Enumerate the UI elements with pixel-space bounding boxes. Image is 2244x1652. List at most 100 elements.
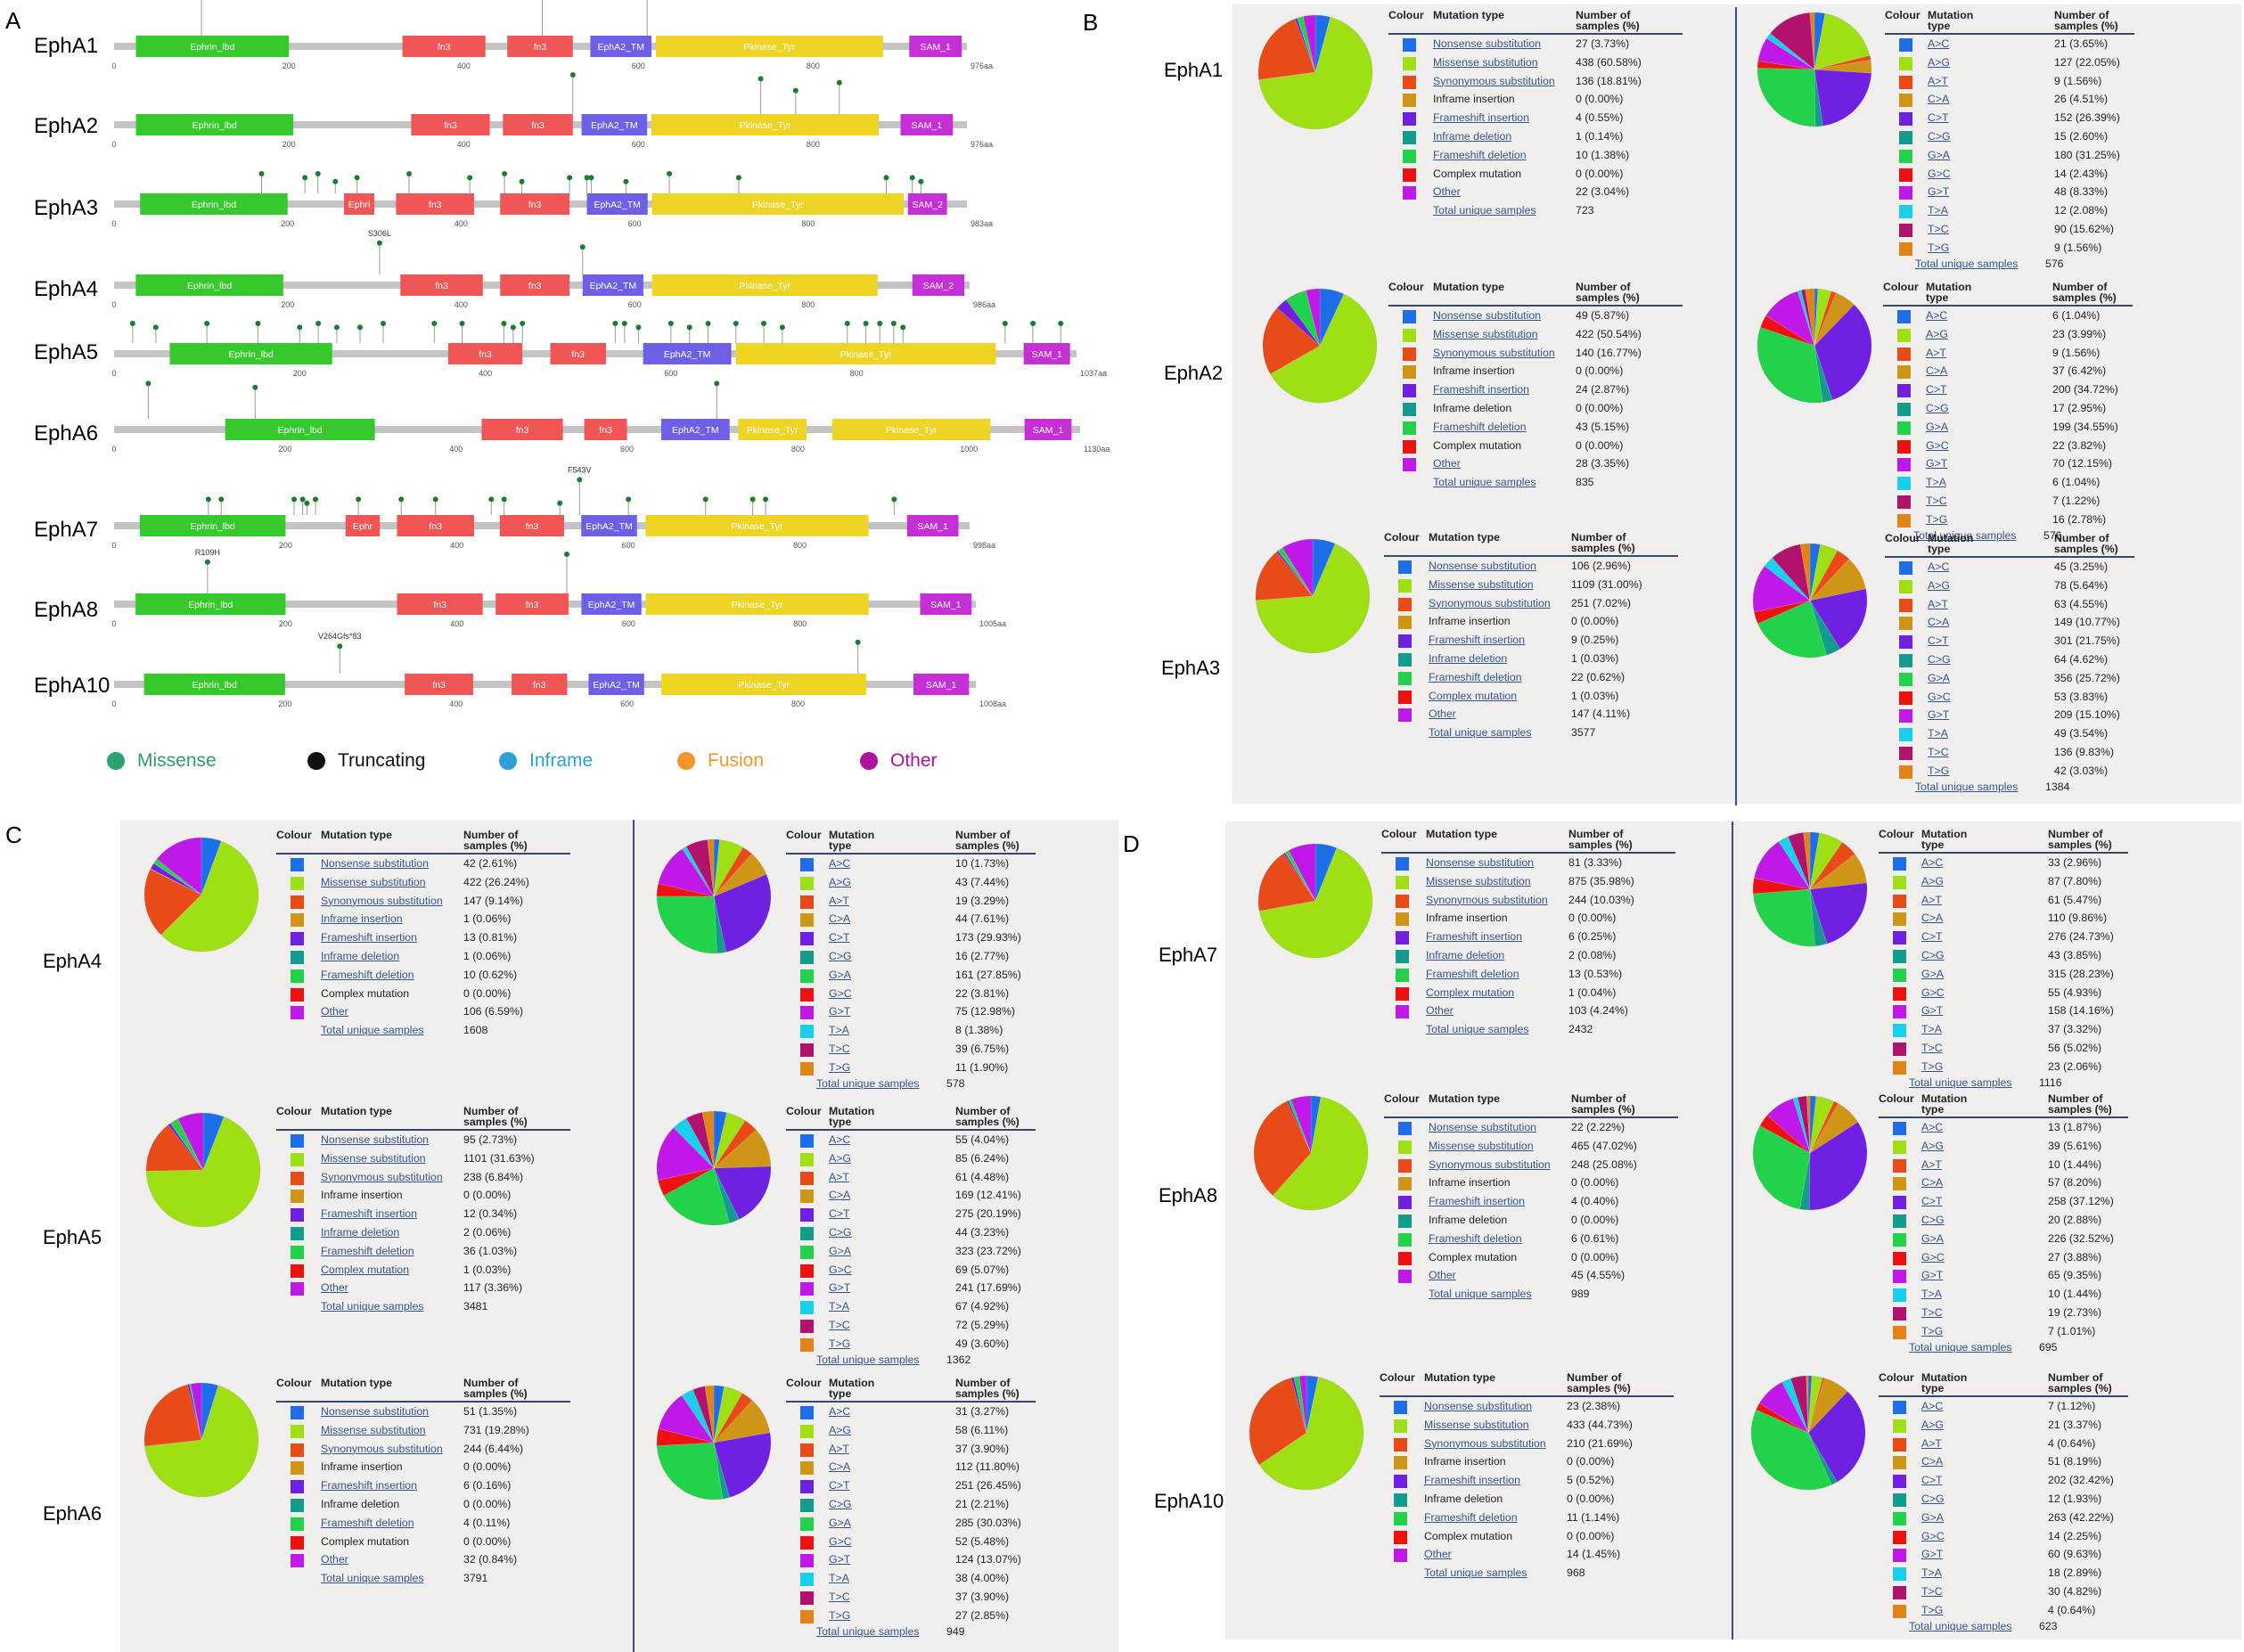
nucleotide-change-link[interactable]: C>G [1926,401,1949,414]
mutation-lollipop[interactable] [431,321,438,326]
mutation-type-label[interactable]: Nonsense substitution [1429,1121,1536,1133]
protein-domain[interactable]: Pkinase_Tyr [645,593,869,615]
protein-domain[interactable]: fn3 [550,343,606,364]
nucleotide-change-link[interactable]: T>G [829,1337,851,1350]
nucleotide-change-link[interactable]: A>T [1921,1436,1942,1450]
nucleotide-change-link[interactable]: A>G [1926,327,1948,340]
pie-slice[interactable] [156,837,202,896]
nucleotide-change-link[interactable]: A>T [829,894,849,907]
mutation-lollipop[interactable] [702,496,708,503]
nucleotide-change-link[interactable]: T>A [1928,727,1948,740]
mutation-lollipop[interactable] [406,171,413,176]
protein-domain[interactable]: Ephrin_lbd [143,674,285,695]
pie-slice[interactable] [145,1125,204,1172]
pie-slice[interactable] [153,863,202,896]
pie-slice[interactable] [1249,1378,1307,1466]
mutation-type-label[interactable]: Missense substitution [1433,55,1538,69]
mutation-type-label[interactable]: Inframe deletion [1433,129,1512,143]
total-unique-samples-link[interactable]: Total unique samples [1909,1619,2012,1632]
nucleotide-change-link[interactable]: T>A [829,1024,849,1037]
protein-domain[interactable]: fn3 [396,193,475,215]
pie-slice[interactable] [1805,288,1815,347]
total-unique-samples-link[interactable]: Total unique samples [816,1076,920,1090]
nucleotide-change-link[interactable]: C>A [829,1189,851,1202]
nucleotide-change-link[interactable]: C>A [1921,1176,1944,1190]
pie-slice[interactable] [1814,292,1855,347]
mutation-lollipop[interactable] [297,324,303,331]
nucleotide-change-link[interactable]: T>G [1928,764,1950,777]
mutation-type-label[interactable]: Synonymous substitution [1426,893,1548,906]
mutation-type-label[interactable]: Frameshift deletion [1429,670,1522,683]
protein-domain[interactable]: EphA2_TM [586,193,648,215]
pie-slice[interactable] [681,1389,715,1443]
mutation-lollipop[interactable] [432,496,438,503]
pie-slice[interactable] [153,858,202,896]
nucleotide-change-link[interactable]: T>C [1928,222,1949,235]
nucleotide-change-link[interactable]: G>C [829,1263,852,1276]
mutation-type-label[interactable]: Synonymous substitution [321,1170,443,1183]
nucleotide-change-link[interactable]: G>C [1928,167,1951,180]
pie-slice[interactable] [160,840,259,953]
protein-domain[interactable]: Ephrin_lbd [135,593,286,615]
mutation-type-label[interactable]: Synonymous substitution [1424,1436,1546,1450]
protein-domain[interactable]: Pkinase_Tyr [738,419,807,440]
mutation-lollipop[interactable] [623,178,629,184]
mutation-lollipop[interactable] [569,72,576,78]
total-unique-samples-link[interactable]: Total unique samples [1429,1288,1532,1301]
pie-slice[interactable] [1754,600,1811,625]
pie-slice[interactable] [1285,290,1321,347]
protein-domain[interactable]: Pkinase_Tyr [651,193,904,215]
pie-slice[interactable] [1756,1403,1809,1434]
pie-slice[interactable] [189,1383,202,1441]
pie-slice[interactable] [202,1112,225,1171]
nucleotide-change-link[interactable]: T>C [1921,1305,1943,1319]
mutation-lollipop[interactable] [145,380,152,387]
pie-slice[interactable] [1276,550,1314,597]
pie-slice[interactable] [1797,1095,1811,1154]
mutation-lollipop[interactable] [376,240,382,246]
protein-domain[interactable]: fn3 [500,193,570,215]
pie-slice[interactable] [1306,1375,1319,1434]
mutation-lollipop[interactable] [579,244,586,250]
mutation-type-label[interactable]: Frameshift insertion [321,931,417,945]
mutation-lollipop[interactable] [667,171,673,176]
pie-slice[interactable] [1809,888,1828,947]
mutation-lollipop[interactable] [356,496,362,503]
mutation-lollipop[interactable] [315,171,321,176]
pie-slice[interactable] [1286,1100,1312,1154]
pie-slice[interactable] [707,838,715,897]
pie-slice[interactable] [177,1112,204,1171]
mutation-lollipop[interactable] [204,321,210,326]
pie-slice[interactable] [713,1393,753,1443]
pie-slice[interactable] [685,839,715,897]
mutation-type-label[interactable]: Frameshift deletion [321,1244,414,1257]
pie-slice[interactable] [1814,60,1872,74]
pie-slice[interactable] [1766,1098,1811,1154]
pie-slice[interactable] [685,1112,715,1169]
nucleotide-change-link[interactable]: G>T [1921,1548,1944,1561]
protein-domain[interactable]: fn3 [397,593,483,615]
mutation-lollipop[interactable] [621,321,627,326]
mutation-lollipop[interactable] [467,175,473,181]
mutation-type-label[interactable]: Frameshift insertion [1429,634,1525,647]
mutation-type-label[interactable]: Other [1433,457,1461,470]
protein-domain[interactable]: Pkinase_Tyr [831,419,991,440]
pie-slice[interactable] [1814,54,1871,70]
pie-slice[interactable] [1809,1096,1835,1154]
nucleotide-change-link[interactable]: A>C [1921,856,1944,869]
protein-domain[interactable]: Pkinase_Tyr [660,674,867,695]
nucleotide-change-link[interactable]: G>C [829,986,852,1000]
nucleotide-change-link[interactable]: A>T [1921,1157,1942,1171]
pie-slice[interactable] [1752,566,1811,613]
protein-domain[interactable]: Pkinase_Tyr [655,36,883,57]
mutation-lollipop[interactable] [577,477,583,483]
mutation-type-label[interactable]: Frameshift deletion [1433,148,1527,161]
pie-slice[interactable] [1814,345,1833,403]
mutation-type-label[interactable]: Missense substitution [1433,327,1538,340]
pie-slice[interactable] [190,1382,202,1441]
nucleotide-change-link[interactable]: G>A [829,968,851,981]
pie-slice[interactable] [1270,293,1378,404]
pie-slice[interactable] [1288,850,1316,902]
protein-domain[interactable]: EphA2_TM [590,36,652,57]
protein-domain[interactable]: fn3 [411,114,490,135]
